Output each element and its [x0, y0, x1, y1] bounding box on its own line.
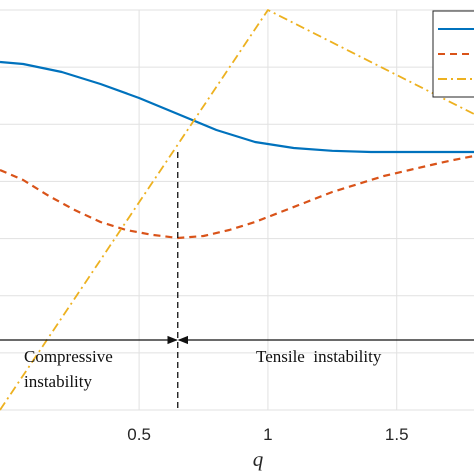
annotation-compressive-line2: instability — [24, 372, 93, 391]
legend — [438, 28, 474, 80]
series-line-2 — [0, 154, 474, 240]
x-tick-labels: 0.5 1 1.5 — [127, 425, 408, 444]
annotation-compressive-line1: Compressive — [24, 347, 113, 366]
series-line-3 — [0, 9, 474, 411]
x-tick-label: 0.5 — [127, 425, 151, 444]
x-tick-label: 1.5 — [385, 425, 409, 444]
series-line-1 — [0, 60, 474, 154]
grid — [0, 9, 474, 411]
annotation-lines — [0, 152, 474, 410]
series-lines — [0, 9, 474, 411]
annotation-tensile: Tensile instability — [256, 347, 382, 366]
x-tick-label: 1 — [263, 425, 272, 444]
x-axis-label: q — [253, 447, 264, 471]
